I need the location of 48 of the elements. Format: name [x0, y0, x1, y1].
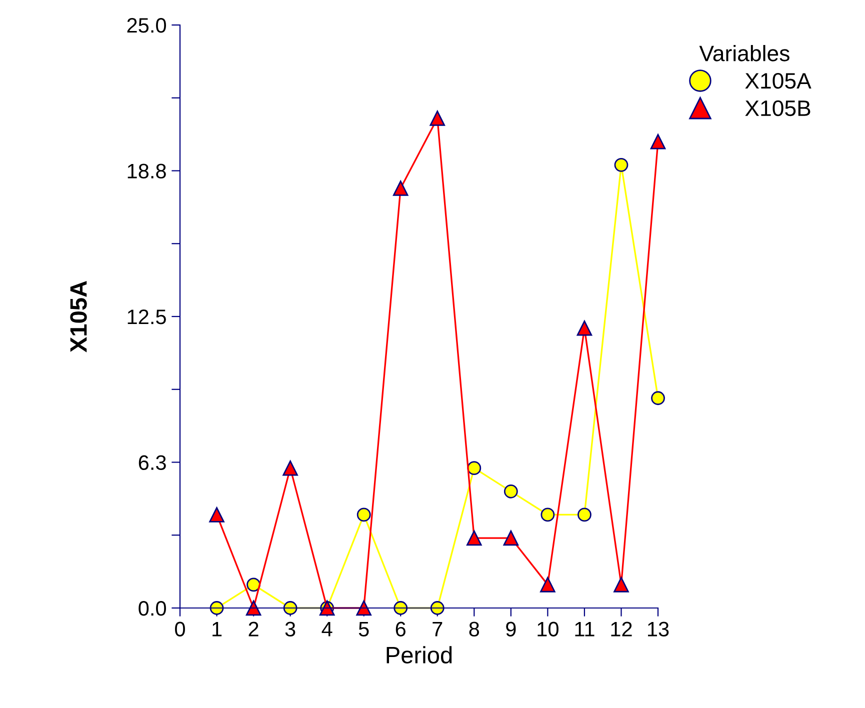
- x-tick-label: 8: [469, 622, 480, 636]
- legend-label: X105A: [745, 72, 812, 89]
- point: [210, 601, 224, 615]
- x-tick-label: 2: [248, 622, 258, 636]
- legend-label: X105B: [745, 100, 810, 116]
- x-tick-label: 0: [175, 622, 185, 636]
- point: [503, 530, 519, 546]
- point: [650, 134, 666, 150]
- point: [282, 460, 298, 476]
- x-tick-label: 4: [322, 622, 332, 636]
- point: [246, 578, 260, 592]
- point: [392, 180, 408, 196]
- y-tick-label: 6.3: [138, 455, 166, 470]
- point: [466, 530, 482, 546]
- point: [430, 601, 444, 615]
- point: [356, 508, 371, 522]
- point: [430, 110, 446, 126]
- legend-title: Variables: [699, 45, 790, 62]
- y-tick-label: 25.0: [127, 18, 166, 33]
- x-axis-title: Period: [386, 646, 452, 664]
- x-tick-label: 1: [212, 622, 222, 636]
- x-tick-label: 13: [648, 622, 669, 636]
- x-tick-label: 3: [285, 622, 296, 636]
- point: [651, 391, 665, 406]
- x-tick-label: 7: [432, 622, 442, 636]
- point: [540, 508, 555, 522]
- point: [209, 507, 224, 522]
- x-tick-label: 12: [611, 622, 632, 636]
- point: [394, 601, 408, 615]
- point: [356, 600, 372, 616]
- point: [504, 484, 518, 498]
- point: [540, 577, 556, 592]
- y-tick-label: 12.5: [128, 310, 166, 324]
- x-tick-label: 6: [396, 622, 406, 636]
- point: [576, 320, 592, 336]
- point: [283, 601, 298, 615]
- x-tick-label: 5: [358, 622, 369, 636]
- x-tick-label: 10: [538, 622, 558, 636]
- y-axis-title: X105A: [70, 281, 87, 352]
- x-tick-label: 9: [506, 622, 516, 636]
- point: [467, 461, 482, 476]
- point: [578, 508, 592, 522]
- point: [614, 158, 628, 172]
- x-tick-label: 11: [575, 622, 594, 636]
- y-tick-label: 18.8: [128, 164, 166, 179]
- point: [614, 577, 629, 592]
- point: [246, 600, 262, 616]
- y-tick-label: 0.0: [138, 601, 166, 616]
